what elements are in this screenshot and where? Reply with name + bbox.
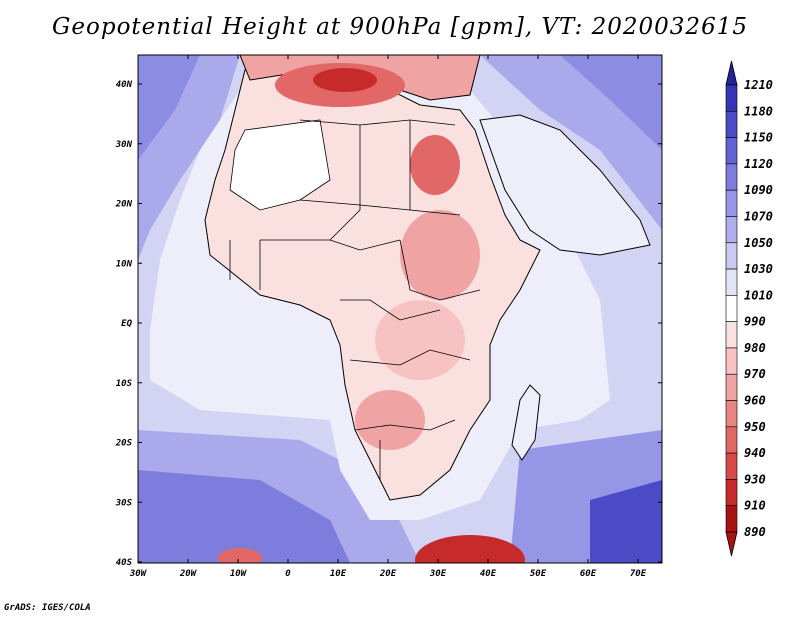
lon-label: 60E: [580, 569, 597, 579]
lat-label: EQ: [121, 319, 132, 329]
colorbar-label: 1090: [744, 183, 773, 197]
colorbar-label: 1150: [744, 131, 773, 145]
ocean-field-nw-deep: [138, 55, 200, 160]
lon-label: 20E: [379, 569, 397, 579]
height-field: [138, 55, 662, 563]
colorbar-swatch: [725, 426, 738, 454]
lat-label: 30N: [115, 140, 133, 150]
ocean-field-se-deep: [590, 480, 662, 563]
low-height-south: [355, 390, 425, 450]
colorbar-label: 1010: [744, 288, 773, 302]
lat-label: 20S: [115, 439, 133, 449]
colorbar-swatch: [725, 268, 738, 296]
colorbar-label: 1030: [744, 262, 773, 276]
colorbar-swatch: [725, 84, 738, 112]
ocean-field-ne-deep: [560, 55, 662, 150]
footer-credit: GrADS: IGES/COLA: [4, 603, 91, 613]
low-height-core: [313, 68, 377, 92]
lat-label: 40N: [116, 80, 133, 90]
colorbar-arrow-top: [725, 60, 738, 86]
colorbar-swatch: [725, 347, 738, 375]
lon-label: 20W: [179, 569, 198, 579]
lon-label: 70E: [630, 569, 647, 579]
colorbar-label: 1180: [744, 104, 773, 118]
lon-label: 10W: [230, 569, 248, 579]
madagascar-landmass: [511, 384, 541, 461]
latitude-axis: 40N 30N 20N 10N EQ 10S 20S 30S 40S: [115, 80, 662, 568]
lon-label: 50E: [530, 569, 547, 579]
colorbar-label: 970: [744, 367, 766, 381]
colorbar-swatch: [725, 295, 738, 322]
colorbar-swatch: [725, 189, 738, 217]
colorbar-label: 890: [744, 525, 766, 539]
sahara-region: [229, 119, 331, 211]
colorbar-label: 1120: [744, 157, 773, 171]
longitude-axis: 30W 20W 10W 0 10E 20E 30E 40E 50E 60E 70E: [129, 55, 647, 579]
lat-label: 20N: [115, 200, 133, 210]
colorbar-label: 1070: [744, 209, 773, 223]
low-height-egypt: [410, 135, 460, 195]
colorbar-label: 1210: [744, 78, 773, 92]
colorbar-arrow-bottom: [725, 531, 738, 557]
colorbar-swatch: [725, 321, 738, 349]
colorbar-label: 930: [744, 472, 766, 486]
colorbar-swatch: [725, 242, 738, 270]
lon-label: 0: [285, 569, 291, 579]
lon-label: 40E: [480, 569, 497, 579]
ocean-field-sw-deep: [138, 470, 350, 563]
lat-label: 40S: [116, 558, 133, 568]
map-title: Geopotential Height at 900hPa [gpm], VT:…: [52, 14, 748, 40]
colorbar-label: 940: [744, 446, 766, 460]
colorbar-swatch: [725, 216, 738, 244]
colorbar-swatch: [725, 137, 738, 165]
colorbar-label: 990: [744, 315, 766, 329]
colorbar-swatch: [725, 400, 738, 428]
low-height-south-atlantic: [218, 548, 262, 563]
colorbar-label: 960: [744, 394, 766, 408]
low-height-central: [375, 300, 465, 380]
country-borders: [229, 119, 481, 480]
colorbar-swatch: [725, 163, 738, 191]
colorbar-swatch: [725, 110, 738, 138]
low-height-sudan: [400, 210, 480, 300]
lat-label: 10S: [116, 379, 133, 389]
colorbar-label: 1050: [744, 236, 773, 250]
colorbar-swatch: [725, 373, 738, 401]
lon-label: 10E: [330, 569, 347, 579]
lat-label: 30S: [115, 498, 133, 508]
colorbar-label: 980: [744, 341, 766, 355]
lat-label: 10N: [116, 259, 133, 269]
colorbar-label: 950: [744, 420, 766, 434]
colorbar-swatch: [725, 452, 738, 480]
low-height-southern-ocean: [415, 535, 525, 563]
arabia-landmass: [479, 114, 651, 256]
colorbar-swatch: [725, 505, 738, 533]
lon-label: 30W: [129, 569, 148, 579]
colorbar: 1210 1180 1150 1120 1090 1070 1050 1030 1010 990 9…: [725, 60, 773, 557]
colorbar-label: 910: [744, 499, 766, 513]
lon-label: 30E: [429, 569, 447, 579]
colorbar-swatch: [725, 479, 738, 507]
plot-frame: [137, 54, 663, 564]
